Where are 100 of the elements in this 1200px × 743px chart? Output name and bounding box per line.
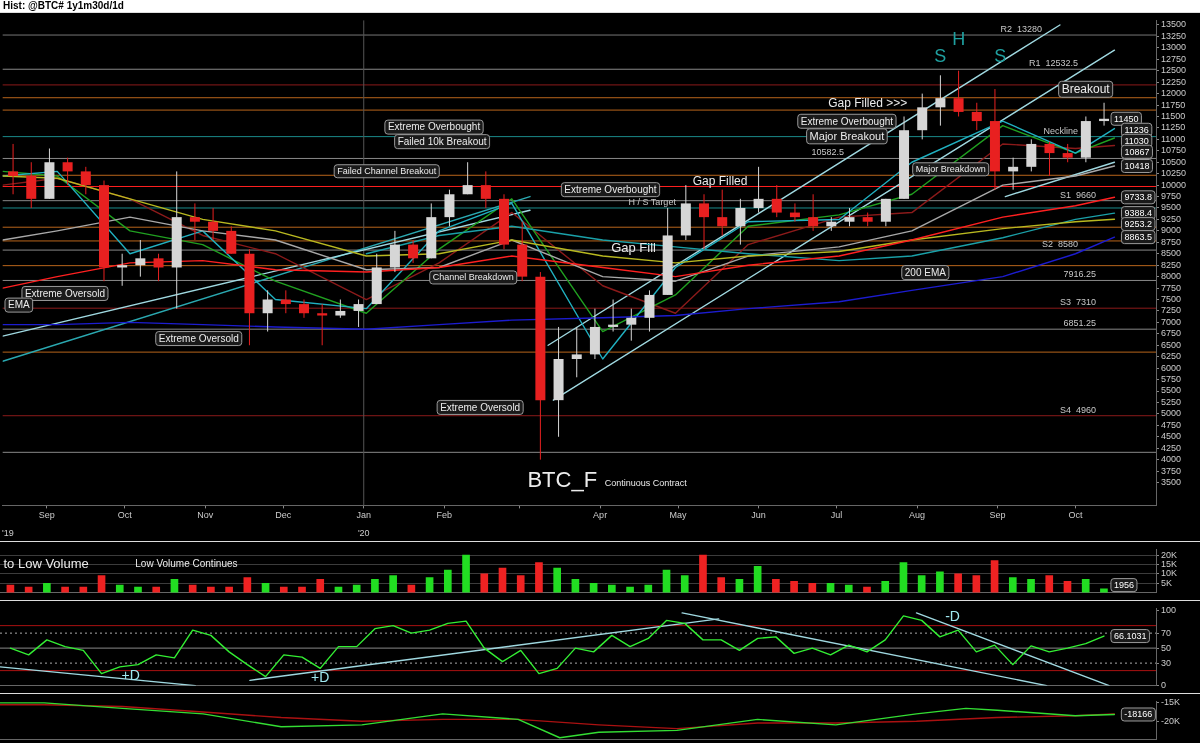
annotation: S (994, 45, 1007, 66)
annotation: 10418 (1124, 160, 1150, 171)
y-tick-label: 5000 (1161, 408, 1182, 419)
y-tick-label: 10K (1161, 568, 1178, 579)
ref-line-label: S1 9660 (1060, 189, 1097, 200)
ref-line-label: Neckline (1043, 125, 1079, 136)
y-tick-label: 11250 (1161, 122, 1186, 133)
x-tick-label: Apr (593, 510, 608, 521)
annotation: -18166 (1124, 709, 1153, 720)
y-tick-label: 10750 (1161, 145, 1187, 156)
x2-tick-label: '20 (357, 528, 370, 539)
y-tick-label: 70 (1161, 627, 1172, 638)
annotation: 11236 (1124, 124, 1149, 135)
y-tick-label: 6500 (1161, 339, 1182, 350)
annotation: S (934, 45, 947, 66)
y-tick-label: 11500 (1161, 110, 1186, 121)
annotation: Gap Fill (611, 239, 657, 255)
y-tick-label: 6250 (1161, 351, 1182, 362)
x-tick-label: Sep (38, 510, 55, 521)
y-tick-label: 12250 (1161, 76, 1187, 87)
x-tick-label: Feb (436, 510, 453, 521)
annotation: Failed Channel Breakout (337, 166, 437, 177)
y-tick-label: 0 (1161, 680, 1167, 691)
annotation: Major Breakdown (915, 164, 986, 175)
y-tick-label: 9500 (1161, 202, 1182, 213)
y-tick-label: 5250 (1161, 396, 1182, 407)
y-tick-label: 30 (1161, 657, 1172, 668)
x-tick-label: Jan (356, 510, 371, 521)
y-tick-label: 12000 (1161, 88, 1187, 99)
ref-line-label: 10582.5 (811, 147, 845, 158)
annotation: 9253.2 (1124, 219, 1152, 230)
chart-title: Hist: @BTC# 1y1m30d/1d (0, 0, 1200, 12)
y-tick-label: 7500 (1161, 293, 1182, 304)
y-tick-label: 9000 (1161, 225, 1182, 236)
y-tick-label: 20K (1161, 549, 1178, 560)
ref-line-label: R2 13280 (1000, 24, 1043, 35)
annotation: Extreme Overbought (564, 183, 657, 195)
x-tick-label: Nov (197, 510, 214, 521)
annotation: Breakout (1061, 82, 1111, 97)
annotation: 200 EMA (904, 266, 947, 278)
y-tick-label: 10500 (1161, 156, 1187, 167)
x-tick-label: Oct (117, 510, 133, 521)
annotation: Channel Breakdown (432, 272, 514, 283)
annotation: Gap Filled (692, 173, 748, 188)
y-tick-label: 10000 (1161, 179, 1187, 190)
annotation: 9388.4 (1124, 208, 1152, 219)
y-tick-label: 7000 (1161, 316, 1182, 327)
y-tick-label: 100 (1161, 605, 1177, 616)
x2-tick-label: '19 (2, 528, 14, 539)
ref-line-label: S3 7310 (1060, 297, 1097, 308)
annotation: Major Breakout (809, 129, 885, 142)
annotation: Continuous Contract (604, 478, 688, 489)
annotation: BTC_F (527, 467, 598, 493)
y-tick-label: 8000 (1161, 271, 1182, 282)
annotation: 8863.5 (1124, 232, 1152, 243)
x-tick-label: Aug (909, 510, 926, 521)
y-tick-label: 11000 (1161, 133, 1186, 144)
annotation: 11450 (1114, 113, 1139, 124)
x-tick-label: Jul (830, 510, 843, 521)
annotation: to Low Volume (3, 556, 89, 572)
x-tick-label: Oct (1068, 510, 1083, 521)
y-tick-label: 8750 (1161, 236, 1182, 247)
annotation: Extreme Oversold (158, 332, 239, 344)
y-tick-label: 8500 (1161, 248, 1182, 259)
x-tick-label: Sep (989, 510, 1006, 521)
y-tick-label: 12750 (1161, 53, 1187, 64)
ref-line-label: 7916.25 (1063, 269, 1097, 280)
y-tick-label: 13000 (1161, 42, 1187, 53)
y-tick-label: 6750 (1161, 328, 1182, 339)
y-tick-label: 4000 (1161, 454, 1182, 465)
annotation: 9733.8 (1124, 192, 1152, 203)
ref-line-label: S4 4960 (1060, 404, 1097, 415)
annotation: Extreme Overbought (800, 115, 894, 127)
x-tick-label: May (669, 510, 688, 521)
y-tick-label: 3500 (1161, 477, 1182, 488)
annotation: Extreme Oversold (24, 287, 105, 299)
y-tick-label: 12500 (1161, 65, 1187, 76)
y-tick-label: 7750 (1161, 282, 1182, 293)
y-tick-label: 9750 (1161, 191, 1182, 202)
annotation: Failed 10k Breakout (397, 135, 487, 147)
y-tick-label: 6000 (1161, 362, 1182, 373)
y-tick-label: 5K (1161, 577, 1173, 588)
y-tick-label: -20K (1161, 715, 1181, 726)
ref-line-label: S2 8580 (1042, 239, 1079, 250)
annotation: Extreme Overbought (387, 121, 481, 133)
y-tick-label: 4750 (1161, 419, 1182, 430)
y-tick-label: 4250 (1161, 442, 1182, 453)
y-tick-label: 9250 (1161, 213, 1182, 224)
ref-line-label: 6851.25 (1063, 318, 1097, 329)
ref-line-label: H / S Target (628, 196, 677, 207)
annotation: H (952, 28, 966, 49)
annotation: +D (121, 667, 140, 684)
y-tick-label: 10250 (1161, 168, 1187, 179)
y-tick-label: 4500 (1161, 431, 1182, 442)
y-tick-label: 5500 (1161, 385, 1182, 396)
annotation: 1956 (1113, 580, 1134, 591)
x-tick-label: Jun (751, 510, 766, 521)
y-tick-label: 3750 (1161, 465, 1182, 476)
annotation: 10867 (1124, 146, 1150, 157)
y-tick-label: 11750 (1161, 99, 1186, 110)
